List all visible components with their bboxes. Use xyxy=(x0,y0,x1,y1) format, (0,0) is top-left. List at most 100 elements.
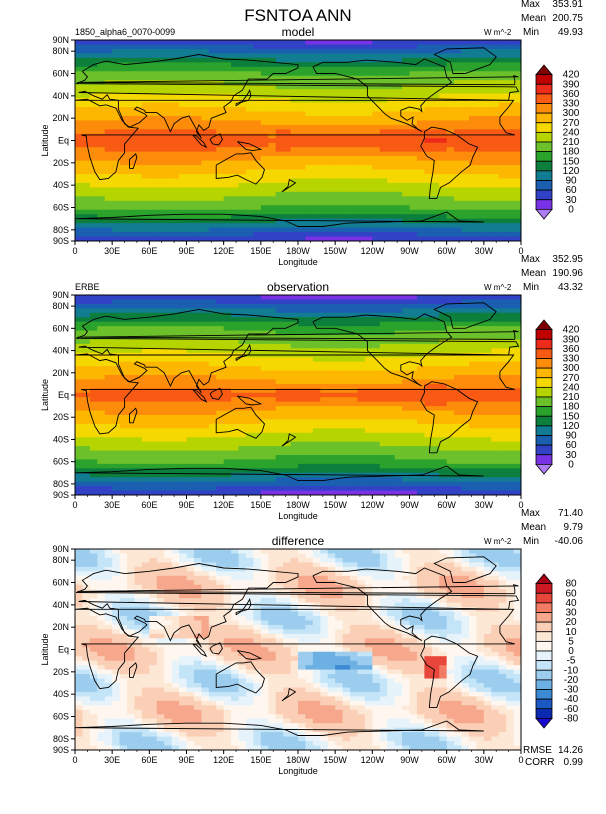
field-cell xyxy=(364,107,373,113)
x-tick-label: 90E xyxy=(178,246,194,256)
field-cell xyxy=(253,160,262,166)
field-cell xyxy=(416,147,425,153)
field-cell xyxy=(275,84,284,90)
field-cell xyxy=(283,406,292,412)
field-cell xyxy=(223,227,232,233)
field-cell xyxy=(320,151,329,157)
field-cell xyxy=(283,432,292,438)
field-cell xyxy=(238,40,247,46)
field-cell xyxy=(223,102,232,108)
field-cell xyxy=(134,441,143,447)
field-cell xyxy=(156,71,165,77)
field-cell xyxy=(186,187,195,193)
page-title: FSNTOA ANN xyxy=(244,6,351,25)
field-cell xyxy=(104,303,113,309)
field-cell xyxy=(112,388,121,394)
field-cell xyxy=(327,115,336,121)
field-cell xyxy=(320,174,329,180)
field-cell xyxy=(216,111,225,117)
field-cell xyxy=(498,392,507,398)
field-cell xyxy=(290,182,299,188)
field-cell xyxy=(253,191,262,197)
field-cell xyxy=(372,120,381,126)
field-cell xyxy=(468,160,477,166)
field-cell xyxy=(201,450,210,456)
field-cell xyxy=(201,446,210,452)
field-cell xyxy=(104,111,113,117)
field-cell xyxy=(342,423,351,429)
field-cell xyxy=(193,142,202,148)
field-cell xyxy=(491,232,500,238)
field-cell xyxy=(201,165,210,171)
field-cell xyxy=(454,124,463,130)
field-cell xyxy=(506,129,515,135)
field-cell xyxy=(372,187,381,193)
field-cell xyxy=(179,75,188,81)
field-cell xyxy=(446,93,455,99)
field-cell xyxy=(75,415,84,421)
field-cell xyxy=(245,295,254,301)
field-cell xyxy=(454,397,463,403)
field-cell xyxy=(387,111,396,117)
field-cell xyxy=(156,419,165,425)
field-cell xyxy=(127,111,136,117)
field-cell xyxy=(156,66,165,72)
field-cell xyxy=(483,196,492,202)
field-cell xyxy=(483,191,492,197)
field-cell xyxy=(290,383,299,389)
field-cell xyxy=(468,343,477,349)
field-cell xyxy=(149,446,158,452)
field-cell xyxy=(394,401,403,407)
colorbar-label: 270 xyxy=(563,118,580,129)
colorbar-box xyxy=(535,93,553,104)
field-cell xyxy=(461,75,470,81)
field-cell xyxy=(283,370,292,376)
field-cell xyxy=(231,174,240,180)
field-cell xyxy=(461,191,470,197)
field-cell xyxy=(245,419,254,425)
field-cell xyxy=(461,343,470,349)
field-cell xyxy=(75,232,84,238)
field-cell xyxy=(104,419,113,425)
field-cell xyxy=(112,142,121,148)
field-cell xyxy=(468,214,477,220)
field-cell xyxy=(357,71,366,77)
field-cell xyxy=(439,397,448,403)
field-cell xyxy=(75,44,84,50)
field-cell xyxy=(298,102,307,108)
field-cell xyxy=(409,312,418,318)
field-cell xyxy=(134,142,143,148)
field-cell xyxy=(387,93,396,99)
field-cell xyxy=(320,218,329,224)
field-cell xyxy=(394,200,403,206)
field-cell xyxy=(364,326,373,332)
field-cell xyxy=(89,410,98,416)
field-cell xyxy=(402,410,411,416)
field-cell xyxy=(402,406,411,412)
field-cell xyxy=(476,232,485,238)
field-cell xyxy=(208,410,217,416)
field-cell xyxy=(431,335,440,341)
field-cell xyxy=(171,326,180,332)
field-cell xyxy=(260,129,269,135)
field-cell xyxy=(379,410,388,416)
field-cell xyxy=(208,124,217,130)
field-cell xyxy=(112,406,121,412)
field-cell xyxy=(179,196,188,202)
field-cell xyxy=(468,392,477,398)
field-cell xyxy=(364,450,373,456)
field-cell xyxy=(439,437,448,443)
field-cell xyxy=(483,169,492,175)
field-cell xyxy=(498,406,507,412)
field-cell xyxy=(387,187,396,193)
field-cell xyxy=(171,428,180,434)
field-cell xyxy=(454,419,463,425)
field-cell xyxy=(327,196,336,202)
field-cell xyxy=(468,410,477,416)
field-cell xyxy=(446,223,455,229)
field-cell xyxy=(141,317,150,323)
field-cell xyxy=(193,205,202,211)
field-cell xyxy=(461,232,470,238)
field-cell xyxy=(513,428,521,434)
field-cell xyxy=(468,71,477,77)
